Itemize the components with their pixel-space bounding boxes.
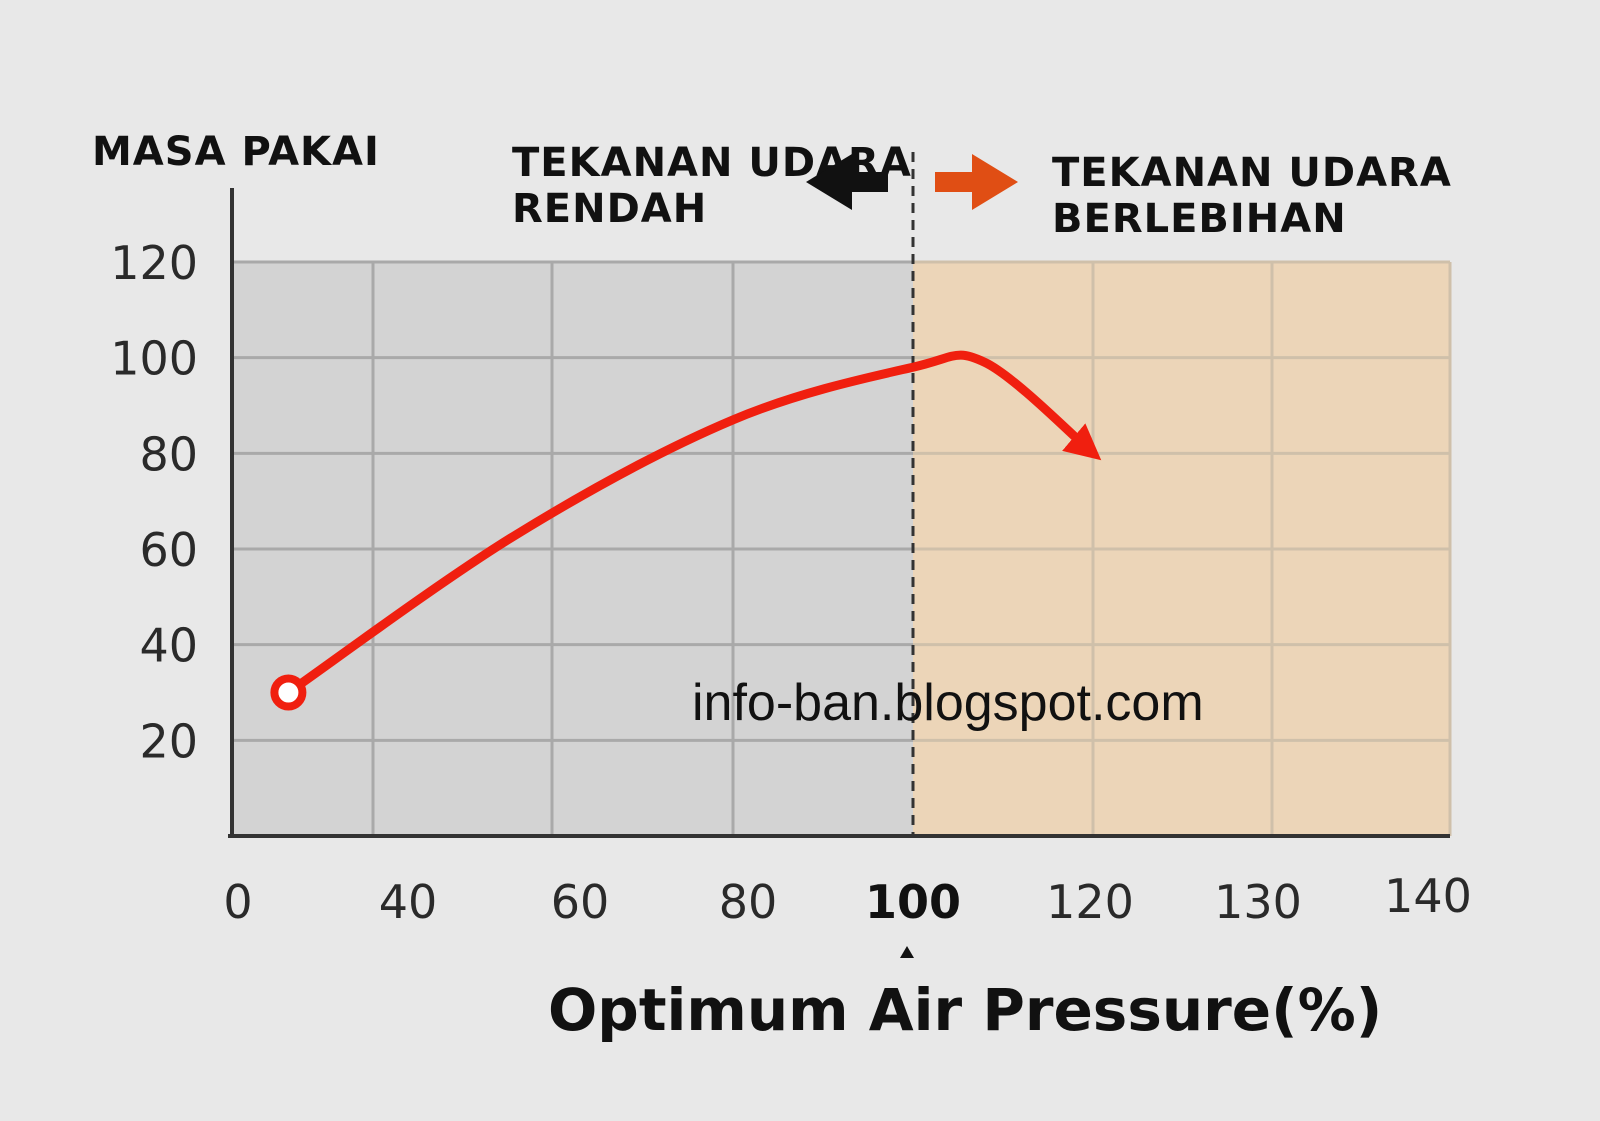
- right-arrow-icon: [935, 154, 1018, 210]
- curve-layer: [270, 350, 1102, 711]
- y-tick-label: 80: [139, 427, 198, 481]
- x-tick-label: 100: [865, 875, 961, 929]
- x-tick-label: 40: [379, 875, 438, 929]
- x-tick-label: 130: [1214, 875, 1302, 929]
- optimum-marker-icon: [900, 946, 914, 958]
- y-ticks-layer: 20 40 60 80 100 120: [110, 236, 198, 768]
- x-tick-label: 80: [719, 875, 778, 929]
- y-tick-label: 20: [139, 714, 198, 768]
- x-ticks-layer: 0 40 60 80 100 120 130 140: [223, 869, 1472, 929]
- grid-layer: [232, 260, 1452, 836]
- y-tick-label: 100: [110, 332, 198, 386]
- curve-start-point: [270, 674, 307, 711]
- x-tick-label: 120: [1046, 875, 1134, 929]
- x-tick-label: 60: [551, 875, 610, 929]
- low-pressure-label-line2: RENDAH: [512, 186, 707, 232]
- x-axis-label: Optimum Air Pressure(%): [548, 976, 1382, 1044]
- x-tick-label: 0: [223, 875, 252, 929]
- x-tick-label: 140: [1384, 869, 1472, 923]
- axes-layer: [228, 152, 1450, 838]
- y-tick-label: 120: [110, 236, 198, 290]
- y-tick-label: 60: [139, 523, 198, 577]
- high-pressure-label-line1: TEKANAN UDARA: [1052, 150, 1452, 196]
- watermark: info-ban.blogspot.com: [692, 674, 1204, 732]
- y-tick-label: 40: [139, 619, 198, 673]
- high-pressure-label-line2: BERLEBIHAN: [1052, 196, 1347, 242]
- y-axis-label: MASA PAKAI: [92, 129, 380, 175]
- tire-life-curve: [283, 350, 1102, 697]
- left-arrow-icon: [806, 154, 888, 210]
